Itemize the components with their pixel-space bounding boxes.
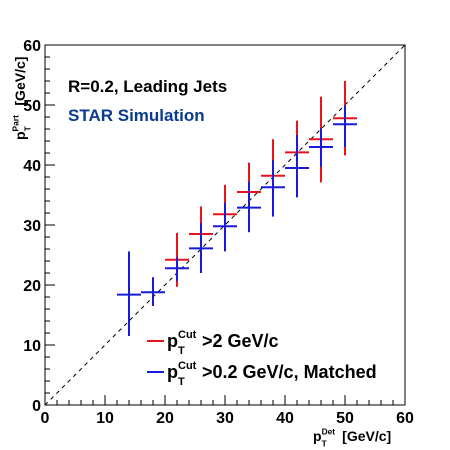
y-tick-label: 10 (23, 338, 41, 355)
x-tick-label: 0 (41, 410, 50, 427)
y-tick-label: 30 (23, 218, 41, 235)
data-point (165, 257, 189, 281)
data-point (333, 105, 357, 147)
data-point (285, 135, 309, 198)
plot-area (44, 44, 406, 406)
y-tick-label: 40 (23, 158, 41, 175)
data-point (213, 202, 237, 252)
y-tick-label: 0 (32, 398, 41, 415)
annotation-jet-info: R=0.2, Leading Jets (68, 77, 227, 96)
annotation-star-simulation: STAR Simulation (68, 106, 205, 125)
legend-entry-1: pCut T >2 GeV/c (147, 329, 279, 357)
data-point (237, 181, 261, 233)
y-tick-label: 50 (23, 98, 41, 115)
data-point (309, 128, 333, 167)
x-axis-title-text: pDet T [GeV/c] (313, 427, 391, 449)
legend: pCut T >2 GeV/c pCut T >0.2 GeV/c, Matched (147, 329, 377, 388)
x-tick-label: 20 (156, 410, 174, 427)
legend-label: pCut T >2 GeV/c (167, 329, 279, 357)
data-point (261, 160, 285, 217)
data-point (189, 223, 213, 273)
data-point (117, 251, 141, 336)
y-tick-label: 60 (23, 38, 41, 55)
y-axis-title-text: pPart T [GeV/c] (11, 57, 33, 140)
axes: 0 10 20 30 40 50 60 0 10 20 30 40 50 60 pDet T [GeV/c] p… (11, 38, 414, 449)
x-tick-label: 60 (396, 410, 414, 427)
legend-entry-2: pCut T >0.2 GeV/c, Matched (147, 360, 377, 388)
y-axis-title: pPart T [GeV/c] (11, 57, 33, 140)
series-2 (117, 105, 357, 336)
x-tick-label: 10 (96, 410, 114, 427)
x-tick-label: 40 (276, 410, 294, 427)
x-tick-label: 30 (216, 410, 234, 427)
data-point (141, 277, 165, 306)
x-tick-label: 50 (336, 410, 354, 427)
x-axis-title: pDet T [GeV/c] (313, 427, 391, 449)
legend-label: pCut T >0.2 GeV/c, Matched (167, 360, 377, 388)
y-tick-label: 20 (23, 278, 41, 295)
